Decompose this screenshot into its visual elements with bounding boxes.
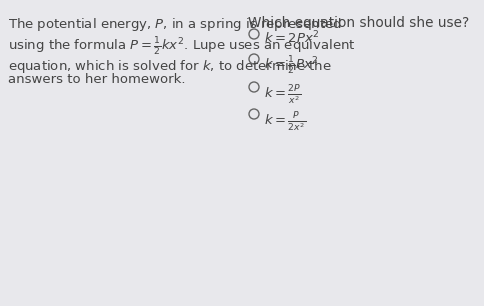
Text: equation, which is solved for $k$, to determine the: equation, which is solved for $k$, to de… — [8, 58, 332, 75]
Text: Which equation should she use?: Which equation should she use? — [248, 16, 469, 30]
Text: The potential energy, $P$, in a spring is represented: The potential energy, $P$, in a spring i… — [8, 16, 342, 33]
Text: answers to her homework.: answers to her homework. — [8, 73, 185, 86]
Text: $k = \frac{2P}{x^2}$: $k = \frac{2P}{x^2}$ — [264, 83, 302, 107]
Text: $k = \frac{1}{2}Px^2$: $k = \frac{1}{2}Px^2$ — [264, 55, 319, 77]
Text: using the formula $P = \frac{1}{2}kx^2$. Lupe uses an equivalent: using the formula $P = \frac{1}{2}kx^2$.… — [8, 36, 356, 58]
Text: $k = 2Px^2$: $k = 2Px^2$ — [264, 30, 319, 47]
Text: $k = \frac{P}{2x^2}$: $k = \frac{P}{2x^2}$ — [264, 110, 306, 134]
